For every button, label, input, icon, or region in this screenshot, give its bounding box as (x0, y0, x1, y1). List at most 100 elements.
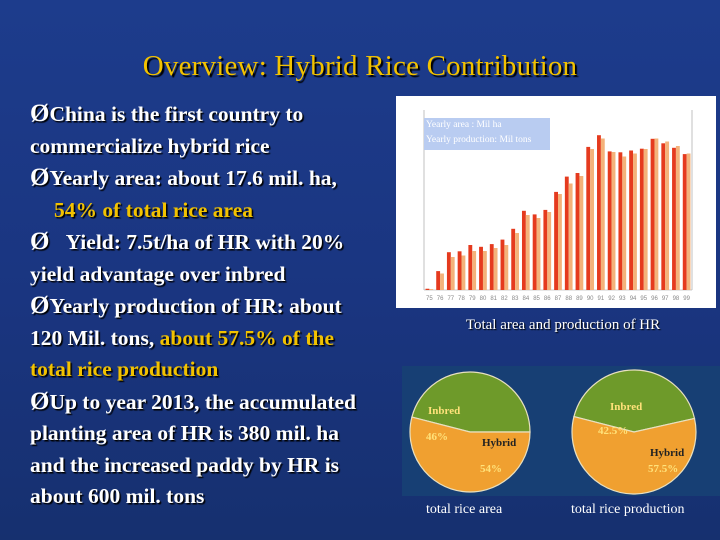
x-tick-label: 90 (587, 296, 594, 302)
bar-area (543, 209, 548, 290)
bullet-arrow-icon: Ø (30, 164, 50, 191)
bar-production (504, 245, 509, 290)
bar-area (468, 245, 473, 290)
legend-production: Yearly production: Mil tons (426, 135, 532, 145)
x-tick-label: 99 (683, 296, 690, 302)
bar-area (457, 251, 462, 290)
bar-production (482, 251, 487, 290)
bullet-4-cont: 120 Mil. tons, about 57.5% of the (30, 325, 335, 350)
bullet-5-cont3: about 600 mil. tons (30, 484, 205, 508)
bar-area (618, 152, 623, 290)
bullet-5: ØUp to year 2013, the accumulated (30, 387, 356, 415)
bullet-2: ØYearly area: about 17.6 mil. ha, (30, 164, 337, 191)
bar-chart-caption: Total area and production of HR (465, 317, 661, 333)
x-tick-label: 84 (522, 296, 529, 302)
bar-area (500, 239, 505, 290)
bar-production (472, 251, 477, 290)
x-tick-label: 77 (447, 296, 454, 302)
bullet-4: ØYearly production of HR: about (30, 292, 342, 319)
pie-slice-hybrid (571, 415, 697, 495)
x-tick-label: 91 (598, 296, 605, 302)
bar-area (425, 288, 430, 290)
x-tick-label: 92 (608, 296, 615, 302)
x-tick-label: 86 (544, 296, 551, 302)
x-tick-label: 78 (458, 296, 465, 302)
bar-area (554, 191, 558, 290)
pie-caption-area: total rice area (426, 502, 503, 517)
bar-area (436, 271, 441, 290)
pie-slice-inbred (411, 371, 531, 433)
x-tick-label: 94 (630, 296, 637, 302)
bullet-arrow-icon: Ø (30, 387, 50, 415)
pie-label: Inbred (610, 401, 642, 413)
x-tick-label: 96 (651, 296, 658, 302)
bar-area (682, 154, 687, 290)
bar-production (450, 257, 455, 290)
bar-production (643, 149, 648, 290)
pie-value-label: 42.5% (598, 425, 628, 437)
pie-value-label: 54% (480, 463, 502, 475)
bar-area (521, 210, 526, 290)
x-tick-label: 97 (662, 296, 669, 302)
bar-area (479, 246, 483, 290)
x-tick-label: 88 (565, 296, 572, 302)
pie-slice-inbred (573, 369, 696, 433)
bar-production (525, 215, 530, 290)
bar-area (511, 228, 516, 290)
x-tick-label: 85 (533, 296, 540, 302)
bar-production (429, 289, 434, 290)
x-tick-label: 83 (512, 296, 519, 302)
bar-production (568, 183, 573, 290)
bar-production (600, 138, 605, 290)
bar-production (547, 212, 552, 290)
pie-charts: Inbred 46% Hybrid 54% Inbred 42.5% Hybrid 57.5% (409, 369, 697, 495)
pie-label: Inbred (428, 405, 460, 417)
bullet-1-cont: commercialize hybrid rice (30, 133, 270, 158)
bullet-3: Ø Yield: 7.5t/ha of HR with 20% (30, 228, 345, 255)
bar-area (532, 214, 537, 290)
bullet-5-cont: planting area of HR is 380 mil. ha (30, 421, 339, 445)
x-tick-label: 93 (619, 296, 626, 302)
bar-production (536, 218, 541, 290)
bar-chart-legend: Yearly area : Mil ha Yearly production: … (424, 118, 550, 150)
bar-production (675, 146, 680, 290)
bar-area (672, 147, 676, 290)
bullet-1: ØChina is the first country to (30, 100, 304, 127)
bullet-2-cont: 54% of total rice area (54, 197, 254, 222)
slide-title: Overview: Hybrid Rice Contribution (142, 50, 578, 82)
bar-production (633, 153, 637, 290)
bar-production (654, 138, 659, 290)
x-tick-label: 80 (480, 296, 487, 302)
bar-production (590, 149, 595, 290)
bar-area (650, 138, 655, 290)
pie-label: Hybrid (482, 437, 516, 449)
bar-production (665, 141, 670, 290)
pie-label: Hybrid (650, 447, 684, 459)
pie-value-label: 46% (426, 431, 448, 443)
bar-area (564, 176, 569, 290)
bar-production (461, 255, 466, 290)
bar-production (622, 156, 627, 290)
x-tick-label: 87 (555, 296, 562, 302)
bar-production (440, 273, 444, 290)
bar-area (607, 151, 612, 290)
bar-chart-panel: 75 76 77 78 79 80 81 82 83 84 85 86 87 88 89 90 91 92 93 94… (396, 96, 716, 308)
bar-area (639, 148, 644, 290)
bullet-arrow-icon: Ø (30, 100, 50, 127)
x-tick-label: 98 (673, 296, 680, 302)
x-tick-label: 89 (576, 296, 583, 302)
pie-panel: Inbred 46% Hybrid 54% Inbred 42.5% Hybrid 57.5% (402, 366, 720, 496)
pie-slice-hybrid (409, 416, 531, 493)
bar-production (515, 233, 519, 290)
bar-production (493, 248, 498, 290)
x-tick-label: 81 (490, 296, 497, 302)
bar-area (446, 252, 451, 290)
bar-area (575, 173, 580, 290)
bar-area (597, 135, 601, 290)
bar-area (489, 244, 494, 290)
bullet-4-cont2: total rice production (30, 357, 219, 381)
x-tick-label: 75 (426, 296, 433, 302)
legend-area: Yearly area : Mil ha (426, 120, 502, 130)
x-tick-label: 82 (501, 296, 508, 302)
pie-caption-production: total rice production (571, 502, 685, 517)
